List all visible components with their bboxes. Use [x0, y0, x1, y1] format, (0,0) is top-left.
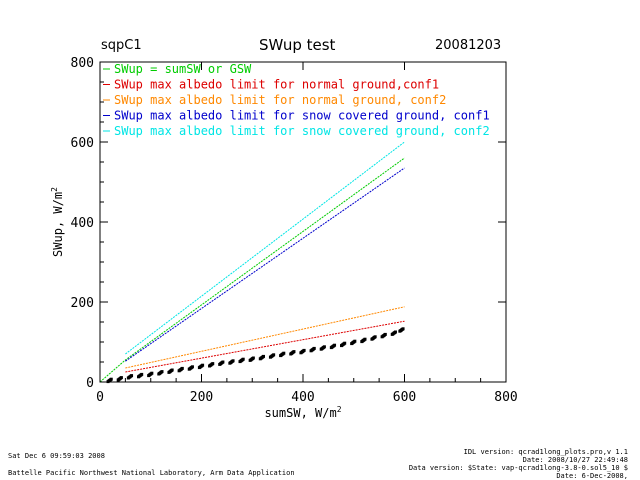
- series-line-0: [99, 157, 405, 383]
- footer-data-version: Data version: $State: vap-qcrad1long-3.8…: [408, 464, 628, 472]
- x-tick-label: 400: [291, 390, 314, 405]
- site-label: sqpC1: [101, 38, 142, 53]
- y-tick-label: 600: [71, 136, 94, 151]
- data-point: [170, 368, 174, 372]
- x-axis-label: sumSW, W/m2: [264, 405, 341, 420]
- data-point: [312, 346, 316, 350]
- data-point: [373, 335, 377, 339]
- data-point: [211, 362, 215, 366]
- data-point: [119, 376, 123, 380]
- legend-entry: SWup max albedo limit for snow covered g…: [114, 124, 490, 138]
- footer-idl-version: IDL version: qcrad1long_plots.pro,v 1.1: [463, 448, 628, 456]
- series-line-2: [125, 306, 405, 369]
- data-point: [130, 374, 134, 378]
- axis-layer: 0 200 400 600 800 0 200 400 600 800: [71, 56, 518, 405]
- data-point: [109, 377, 113, 381]
- data-point: [333, 343, 337, 347]
- y-axis-label: SWup, W/m2: [50, 187, 65, 257]
- data-point: [401, 327, 405, 331]
- footer-lab: Battelle Pacific Northwest National Labo…: [8, 469, 295, 477]
- data-point: [150, 371, 154, 375]
- y-axis-label-text: SWup, W/m: [51, 192, 65, 257]
- y-axis-label-sup: 2: [50, 187, 59, 192]
- data-point: [272, 353, 276, 357]
- y-tick-label: 0: [86, 376, 94, 391]
- legend-entry: SWup = sumSW or GSW: [114, 62, 252, 76]
- data-point: [393, 330, 397, 334]
- data-point: [302, 348, 306, 352]
- data-point: [160, 370, 164, 374]
- x-tick-label: 0: [96, 390, 104, 405]
- footer-run-date: Date: 6-Dec-2008,: [556, 472, 628, 480]
- footer-timestamp: Sat Dec 6 09:59:03 2008: [8, 452, 105, 460]
- legend-entry: SWup max albedo limit for normal ground,…: [114, 93, 446, 107]
- data-point: [343, 341, 347, 345]
- data-point: [251, 356, 255, 360]
- data-point: [262, 354, 265, 358]
- data-point: [292, 350, 296, 354]
- data-point: [221, 360, 225, 364]
- data-point: [363, 337, 367, 341]
- date-label: 20081203: [435, 38, 502, 53]
- data-point: [140, 372, 144, 376]
- series-line-4: [125, 141, 405, 355]
- data-point: [241, 357, 245, 361]
- data-point: [180, 366, 184, 370]
- series-line-1: [125, 320, 405, 373]
- y-tick-label: 400: [71, 216, 94, 231]
- data-point: [201, 363, 205, 367]
- data-point: [383, 332, 387, 336]
- legend-entry: SWup max albedo limit for normal ground,…: [114, 78, 439, 92]
- y-tick-label: 200: [71, 296, 94, 311]
- series-layer: [99, 141, 405, 384]
- x-tick-label: 200: [190, 390, 213, 405]
- data-point: [322, 345, 326, 349]
- data-point: [190, 365, 194, 369]
- legend-entry: SWup max albedo limit for snow covered g…: [114, 109, 490, 123]
- x-tick-label: 600: [393, 390, 416, 405]
- footer-file-date: Date: 2008/10/27 22:49:48: [522, 456, 628, 464]
- chart-title: SWup test: [259, 36, 336, 54]
- y-tick-label: 800: [71, 56, 94, 71]
- data-point: [353, 339, 357, 343]
- x-axis-label-text: sumSW, W/m: [264, 406, 336, 420]
- x-tick-label: 800: [494, 390, 517, 405]
- data-point: [231, 359, 235, 363]
- series-line-3: [125, 167, 405, 362]
- legend: SWup = sumSW or GSW SWup max albedo limit…: [103, 62, 490, 138]
- x-axis-label-sup: 2: [337, 405, 342, 414]
- data-point: [282, 351, 286, 355]
